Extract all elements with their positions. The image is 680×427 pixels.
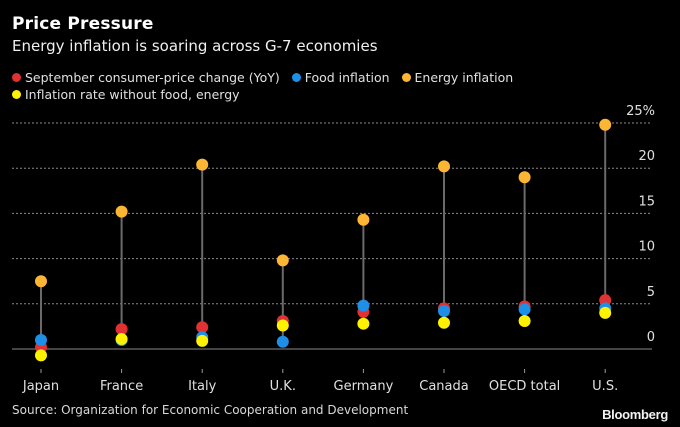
data-point-energy (357, 213, 370, 226)
x-tick-label: Japan (22, 379, 59, 394)
y-axis-labels: 0 5 10 15 20 25% (626, 104, 655, 345)
legend-item-cpi: September consumer-price change (YoY) (12, 69, 280, 86)
x-tick-label: France (100, 379, 143, 394)
y-tick-label: 20 (638, 149, 655, 164)
data-point-core (276, 319, 289, 332)
data-point-energy (35, 275, 47, 288)
data-points (35, 118, 612, 362)
data-point-core (438, 316, 450, 329)
legend-label-cpi: September consumer-price change (YoY) (25, 70, 280, 85)
data-point-core (357, 317, 370, 330)
data-point-core (518, 314, 531, 327)
legend-item-energy: Energy inflation (401, 69, 514, 86)
legend-dot-energy-icon (401, 73, 411, 82)
legend-dot-food-icon (291, 73, 301, 82)
x-axis: Japan France Italy U.K. Germany Canada OECD to… (22, 369, 618, 394)
data-point-core (599, 306, 612, 319)
y-tick-label: 5 (647, 285, 655, 300)
x-tick-label: U.S. (592, 379, 618, 394)
x-tick-label: Italy (188, 379, 217, 394)
data-point-core (196, 334, 209, 347)
data-point-energy (438, 160, 450, 173)
y-tick-label: 10 (638, 240, 655, 255)
legend-item-food: Food inflation (291, 69, 390, 86)
x-tick-label: OECD total (489, 379, 560, 394)
chart-title: Price Pressure (12, 14, 154, 34)
source-note: Source: Organization for Economic Cooper… (12, 403, 409, 417)
x-tick-label: Germany (334, 379, 394, 394)
data-point-cpi (196, 321, 209, 334)
data-point-core (35, 349, 47, 362)
legend-label-food: Food inflation (304, 70, 390, 85)
data-point-energy (276, 254, 289, 267)
data-point-food (35, 333, 47, 346)
data-point-food (438, 305, 450, 318)
data-point-energy (115, 205, 128, 218)
y-tick-label: 0 (647, 330, 655, 345)
legend-dot-cpi-icon (12, 73, 21, 82)
legend-item-core: Inflation rate without food, energy (12, 86, 240, 103)
data-point-food (276, 335, 289, 348)
legend: September consumer-price change (YoY) Fo… (12, 69, 632, 103)
data-point-core (115, 333, 128, 346)
data-point-energy (518, 171, 531, 184)
data-point-energy (196, 158, 209, 171)
legend-label-energy: Energy inflation (414, 70, 514, 85)
data-point-energy (599, 118, 612, 131)
data-point-food (357, 299, 370, 312)
data-point-cpi (115, 323, 128, 336)
legend-dot-core-icon (12, 90, 21, 99)
y-tick-label: 15 (638, 194, 655, 209)
legend-label-core: Inflation rate without food, energy (25, 87, 240, 102)
gridlines (12, 122, 652, 350)
y-tick-label: 25% (626, 104, 655, 119)
x-tick-label: U.K. (270, 379, 296, 394)
x-tick-label: Canada (419, 379, 468, 394)
data-point-food (518, 303, 531, 316)
bloomberg-logo: Bloomberg (602, 407, 668, 422)
chart-subtitle: Energy inflation is soaring across G-7 e… (12, 37, 378, 55)
